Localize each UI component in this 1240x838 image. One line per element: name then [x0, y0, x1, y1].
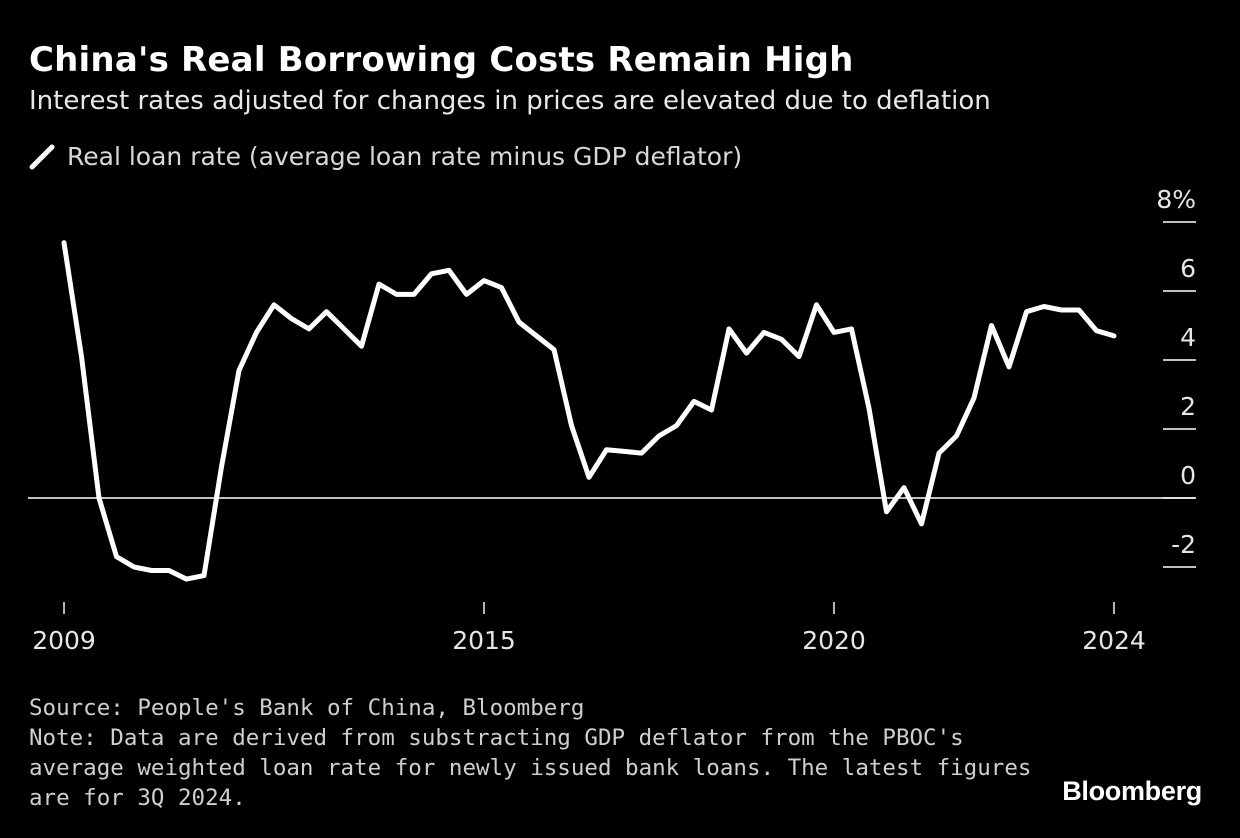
y-tick-label: 4	[1180, 323, 1196, 352]
y-tick-label: 8%	[1156, 185, 1196, 214]
legend-label: Real loan rate (average loan rate minus …	[67, 142, 743, 171]
chart-subtitle: Interest rates adjusted for changes in p…	[29, 86, 991, 116]
x-tick-label: 2009	[32, 626, 96, 655]
legend: Real loan rate (average loan rate minus …	[29, 142, 742, 171]
y-tick-label: -2	[1171, 530, 1196, 559]
note-line: are for 3Q 2024.	[29, 785, 246, 811]
line-swatch-icon	[29, 144, 55, 169]
source-text: Source: People's Bank of China, Bloomber…	[29, 695, 585, 721]
note-line: Note: Data are derived from substracting…	[29, 725, 964, 751]
chart-title: China's Real Borrowing Costs Remain High	[29, 40, 854, 80]
y-tick-label: 2	[1180, 392, 1196, 421]
footer-notes: Source: People's Bank of China, Bloomber…	[29, 693, 1032, 813]
bloomberg-logo: Bloomberg	[1062, 776, 1202, 806]
y-tick-label: 6	[1180, 254, 1196, 283]
x-tick-label: 2024	[1082, 626, 1146, 655]
series-line-real-loan-rate	[61, 240, 1117, 582]
x-tick-label: 2020	[802, 626, 866, 655]
y-tick-label: 0	[1180, 461, 1196, 490]
x-tick-label: 2015	[452, 626, 516, 655]
note-line: average weighted loan rate for newly iss…	[29, 755, 1032, 781]
